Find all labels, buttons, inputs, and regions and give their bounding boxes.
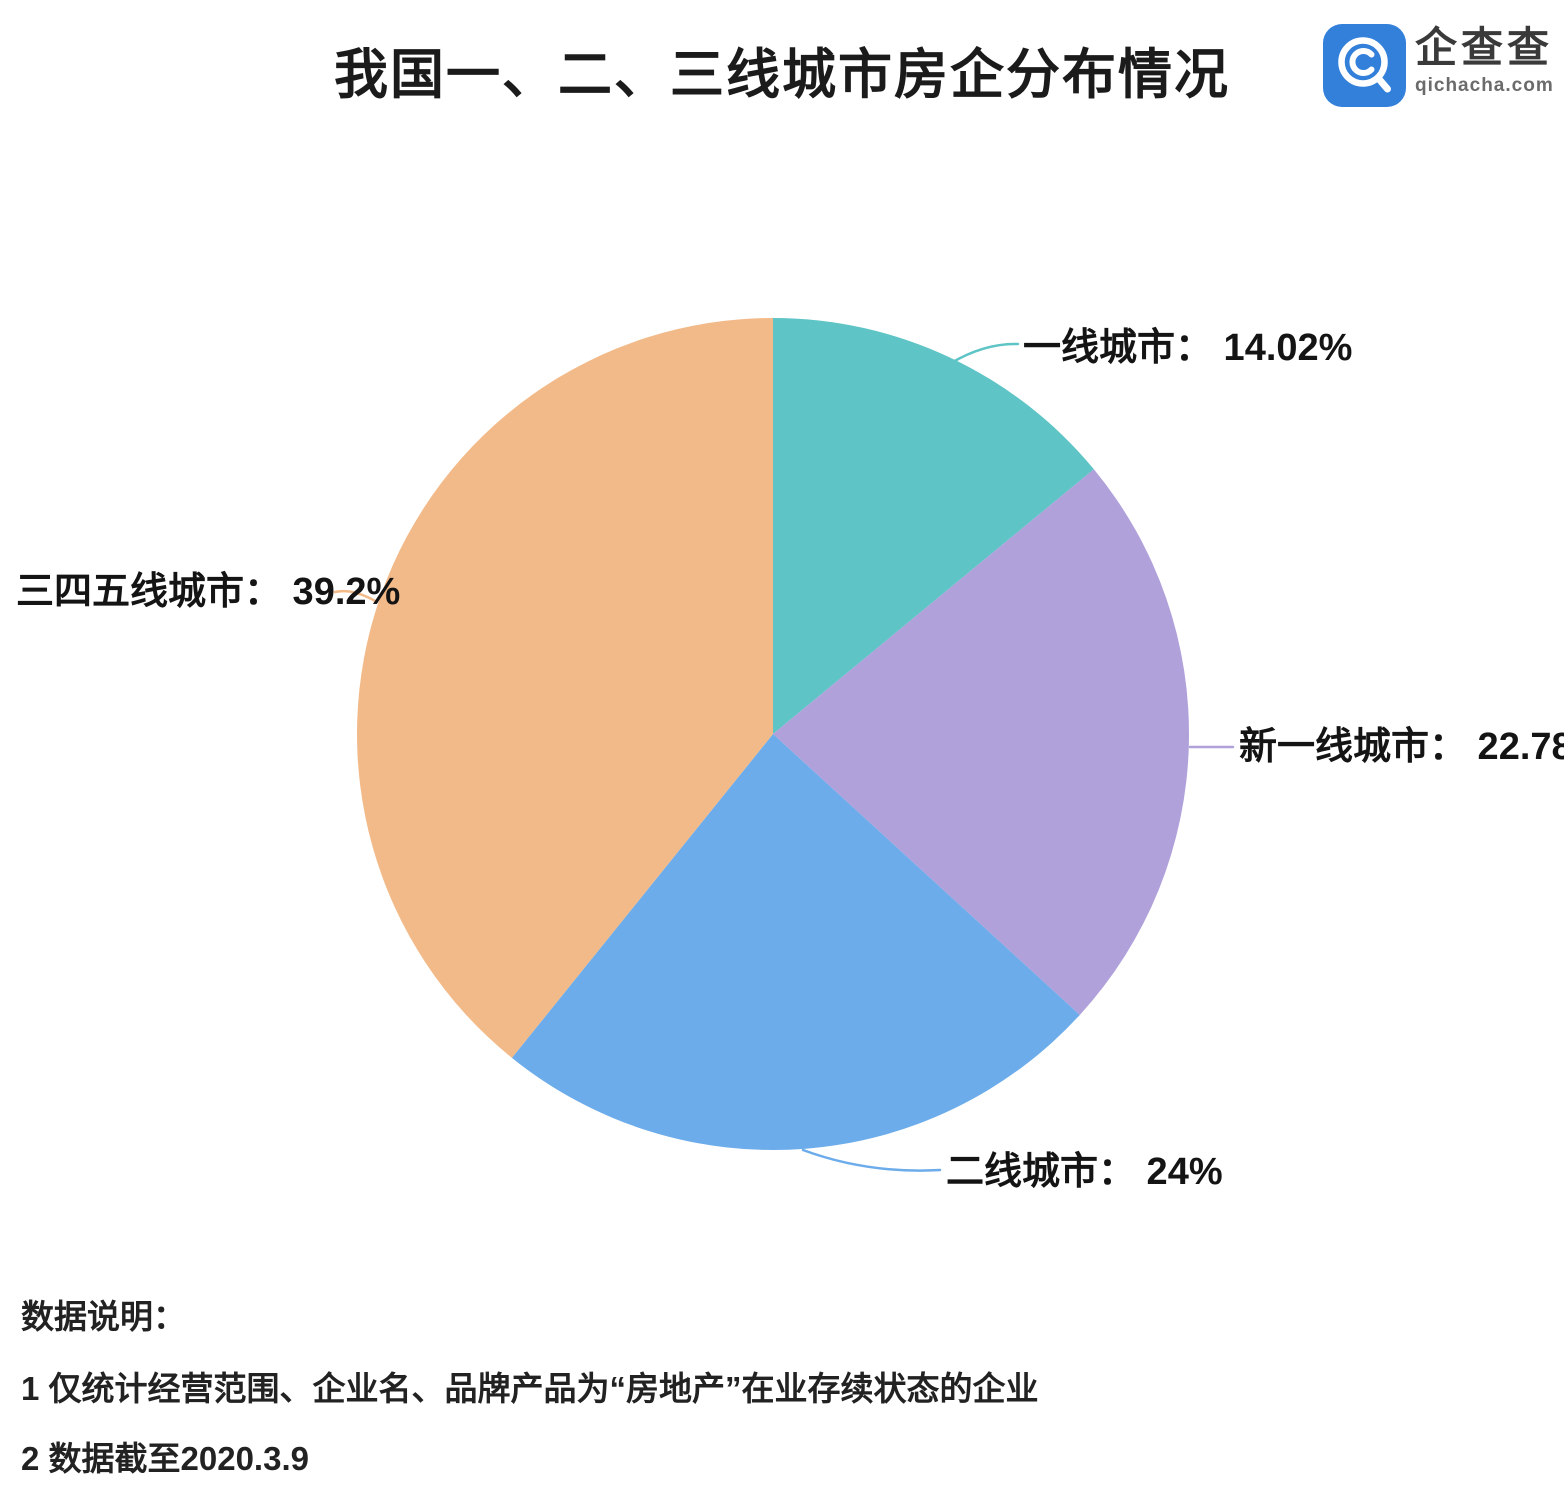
data-notes: 数据说明： 1 仅统计经营范围、企业名、品牌产品为“房地产”在业存续状态的企业 …	[21, 1290, 1039, 1496]
logo-text-block: 企查查 qichacha.com	[1415, 24, 1554, 97]
slice-label-first-tier: 一线城市： 14.02%	[1023, 327, 1353, 369]
qichacha-logo-icon	[1323, 24, 1406, 107]
leader-line-3	[333, 589, 379, 604]
leader-line-0	[949, 342, 1020, 365]
pie-slice-1	[773, 469, 1190, 1015]
note-item-2: 2 数据截至2020.3.9	[21, 1440, 309, 1477]
pie-slice-0	[773, 318, 1094, 734]
logo-domain: qichacha.com	[1415, 75, 1554, 97]
qichacha-logo: 企查查 qichacha.com	[1323, 24, 1554, 107]
notes-heading: 数据说明：	[21, 1298, 186, 1335]
slice-label-lower-tier: 三四五线城市： 39.2%	[16, 571, 401, 613]
page-title: 我国一、二、三线城市房企分布情况	[334, 45, 1230, 105]
note-item-1: 1 仅统计经营范围、企业名、品牌产品为“房地产”在业存续状态的企业	[21, 1370, 1039, 1407]
magnifier-q-icon	[1323, 24, 1406, 107]
slice-label-second-tier: 二线城市： 24%	[946, 1151, 1223, 1193]
pie-slice-2	[511, 734, 1080, 1151]
pie-slice-3	[357, 318, 773, 1058]
slice-label-new-first-tier: 新一线城市： 22.78%	[1239, 726, 1564, 768]
logo-name: 企查查	[1415, 24, 1554, 71]
leader-line-2	[801, 1148, 942, 1172]
